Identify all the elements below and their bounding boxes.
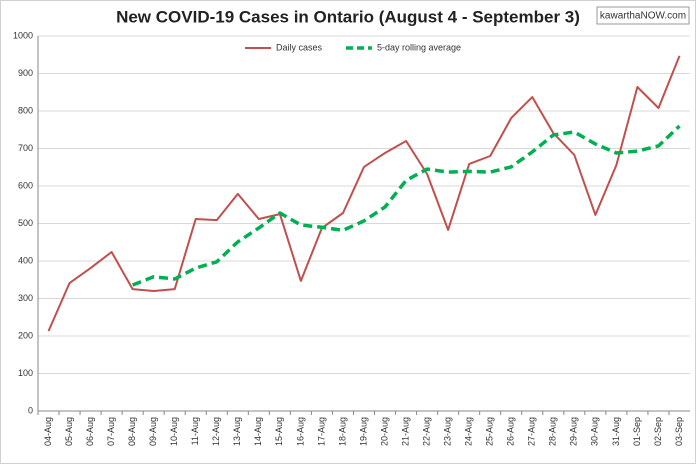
x-tick-label: 30-Aug [590, 417, 600, 446]
x-tick-label: 03-Sep [674, 417, 684, 446]
y-tick-label: 300 [18, 293, 33, 303]
x-tick-label: 08-Aug [127, 417, 137, 446]
y-tick-label: 500 [18, 218, 33, 228]
x-tick-label: 07-Aug [106, 417, 116, 446]
x-tick-label: 23-Aug [443, 417, 453, 446]
x-tick-label: 27-Aug [527, 417, 537, 446]
y-tick-label: 400 [18, 255, 33, 265]
watermark-box [596, 6, 690, 25]
x-tick-label: 12-Aug [211, 417, 221, 446]
x-tick-label: 24-Aug [464, 417, 474, 446]
x-tick-label: 04-Aug [43, 417, 53, 446]
x-tick-label: 05-Aug [64, 417, 74, 446]
x-tick-label: 17-Aug [316, 417, 326, 446]
x-tick-label: 10-Aug [169, 417, 179, 446]
x-tick-label: 01-Sep [632, 417, 642, 446]
y-tick-label: 100 [18, 368, 33, 378]
x-tick-label: 20-Aug [379, 417, 389, 446]
x-tick-label: 16-Aug [295, 417, 305, 446]
y-tick-label: 0 [28, 405, 33, 415]
x-tick-label: 11-Aug [190, 417, 200, 445]
x-tick-label: 25-Aug [485, 417, 495, 446]
watermark: kawarthaNOW.com [600, 11, 686, 22]
x-tick-label: 15-Aug [274, 417, 284, 446]
y-tick-label: 700 [18, 143, 33, 153]
x-tick-label: 18-Aug [337, 417, 347, 446]
y-tick-label: 600 [18, 180, 33, 190]
x-tick-label: 26-Aug [506, 417, 516, 446]
chart-title: New COVID-19 Cases in Ontario (August 4 … [116, 7, 580, 26]
x-tick-label: 06-Aug [85, 417, 95, 446]
series-line [131, 124, 681, 287]
y-tick-label: 1000 [13, 30, 33, 40]
x-tick-label: 14-Aug [253, 417, 263, 446]
legend-label: Daily cases [276, 42, 323, 52]
y-tick-label: 200 [18, 330, 33, 340]
x-tick-label: 31-Aug [611, 417, 621, 446]
x-tick-label: 09-Aug [148, 417, 158, 446]
x-tick-label: 29-Aug [569, 417, 579, 446]
legend-label: 5-day rolling average [377, 42, 461, 52]
x-tick-label: 22-Aug [421, 417, 431, 446]
x-tick-label: 28-Aug [548, 417, 558, 446]
x-tick-label: 19-Aug [358, 417, 368, 446]
x-tick-label: 21-Aug [400, 417, 410, 446]
y-tick-label: 900 [18, 68, 33, 78]
x-tick-label: 02-Sep [653, 417, 663, 446]
x-tick-label: 13-Aug [232, 417, 242, 446]
series-line [47, 55, 681, 332]
y-tick-label: 800 [18, 105, 33, 115]
